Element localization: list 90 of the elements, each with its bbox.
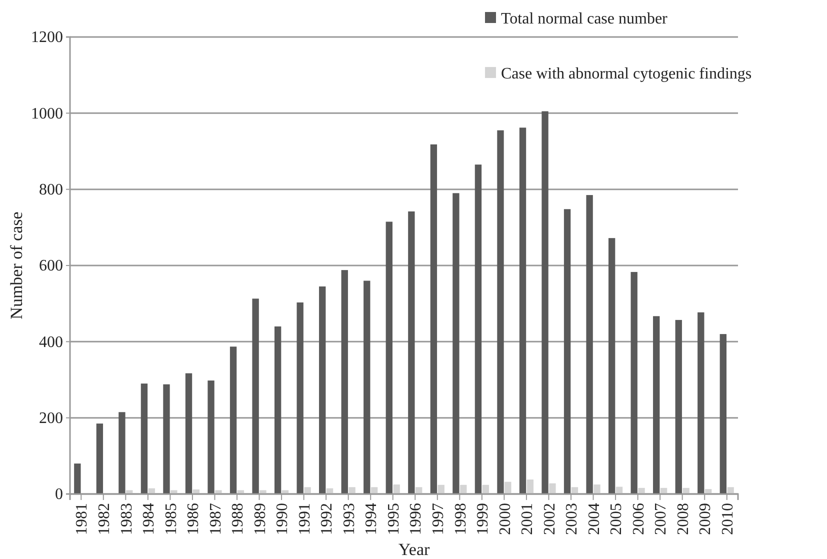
bar	[542, 111, 548, 494]
bar	[504, 482, 512, 494]
bar	[586, 195, 593, 494]
bar	[215, 490, 222, 494]
x-tick-label: 2007	[652, 503, 670, 535]
y-tick-label: 800	[39, 181, 63, 198]
x-axis-title: Year	[398, 540, 430, 559]
x-tick-label: 1999	[474, 503, 492, 535]
bar	[653, 316, 660, 494]
bar	[208, 380, 214, 494]
bar	[348, 487, 356, 494]
legend-label: Case with abnormal cytogenic findings	[501, 66, 752, 83]
x-tick-label: 1985	[162, 503, 180, 535]
bar	[638, 488, 645, 494]
bar	[564, 209, 571, 494]
x-tick-label: 1983	[118, 503, 136, 535]
bar	[630, 272, 638, 494]
x-tick-label: 2008	[674, 503, 692, 535]
x-tick-label: 1992	[318, 503, 336, 535]
bar	[675, 320, 682, 494]
bar	[296, 302, 304, 494]
x-tick-label: 1991	[296, 503, 314, 535]
bar	[608, 238, 616, 494]
x-tick-label: 2001	[519, 503, 536, 535]
bar	[304, 487, 311, 494]
bar	[185, 373, 192, 494]
bar	[230, 346, 237, 494]
x-tick-label: 1994	[363, 503, 380, 535]
x-tick-label: 1997	[430, 503, 447, 535]
bar	[408, 211, 415, 494]
x-tick-label: 1981	[74, 503, 91, 535]
x-tick-label: 1989	[252, 503, 269, 535]
x-tick-label: 1984	[140, 503, 158, 535]
bar	[727, 487, 734, 494]
bar	[698, 312, 704, 494]
x-tick-label: 2010	[719, 503, 736, 535]
bar	[519, 128, 526, 494]
x-tick-label: 1986	[185, 503, 202, 535]
x-tick-label: 1993	[340, 503, 358, 535]
bar	[393, 484, 400, 494]
bar	[416, 487, 422, 494]
bar	[341, 270, 348, 494]
bar	[720, 334, 726, 494]
bar	[170, 490, 178, 494]
bar	[549, 483, 556, 494]
x-tick-label: 1995	[385, 503, 402, 535]
y-tick-label: 1200	[31, 29, 63, 46]
bar	[430, 144, 438, 494]
bar	[452, 193, 460, 494]
bar	[252, 298, 259, 494]
bar	[370, 487, 378, 494]
x-tick-label: 1988	[230, 503, 247, 535]
x-tick-label: 1996	[408, 503, 425, 535]
y-tick-label: 400	[39, 334, 63, 351]
x-tick-label: 2004	[586, 503, 603, 535]
bar	[96, 424, 104, 494]
bar	[474, 164, 482, 494]
x-tick-label: 2005	[608, 503, 626, 535]
bar	[140, 384, 148, 494]
y-tick-label: 200	[39, 410, 63, 427]
bar	[118, 412, 126, 494]
bar	[74, 464, 81, 494]
bar	[682, 488, 690, 494]
x-tick-label: 1990	[274, 503, 292, 535]
bar	[482, 484, 489, 494]
legend-label: Total normal case number	[501, 10, 668, 28]
y-axis-title: Number of case	[7, 212, 26, 320]
bar	[274, 326, 282, 494]
x-tick-label: 1987	[207, 503, 224, 535]
x-tick-label: 2002	[541, 503, 558, 535]
bar	[460, 484, 467, 494]
bar	[571, 487, 578, 494]
x-tick-label: 1982	[96, 503, 113, 535]
bar	[526, 480, 534, 494]
y-tick-label: 600	[39, 258, 63, 275]
x-tick-label: 2000	[496, 503, 514, 535]
x-tick-label: 1998	[452, 503, 470, 535]
x-tick-label: 2006	[630, 503, 648, 535]
bar	[364, 280, 370, 494]
bar	[438, 484, 444, 494]
bar	[260, 490, 266, 494]
bar	[163, 384, 170, 494]
x-tick-label: 2003	[564, 503, 581, 535]
bar	[319, 286, 326, 494]
y-tick-label: 0	[55, 486, 63, 504]
y-tick-label: 1000	[31, 105, 63, 122]
bar	[497, 130, 504, 494]
bar	[386, 222, 392, 494]
bar	[594, 484, 600, 494]
x-tick-label: 2009	[697, 503, 714, 535]
